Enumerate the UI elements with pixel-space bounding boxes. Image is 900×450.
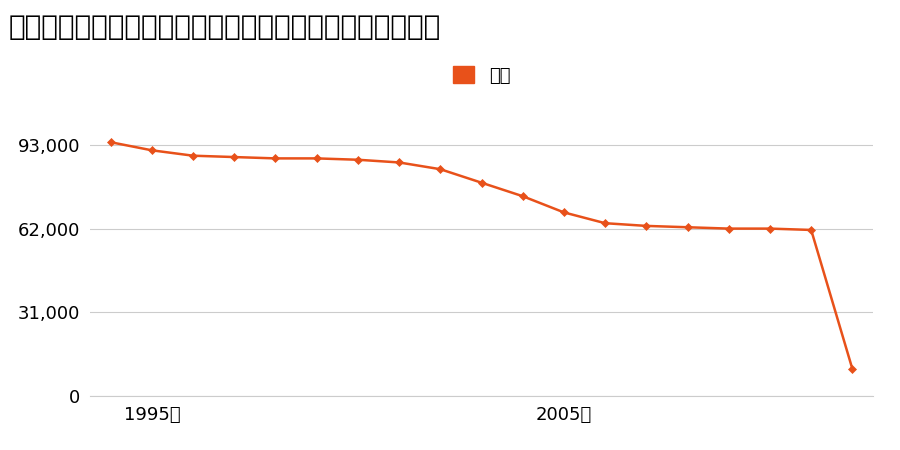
Text: 宮城県仙台市若林区上飯田字土手畑１３６番６の地価推移: 宮城県仙台市若林区上飯田字土手畑１３６番６の地価推移 [9, 14, 441, 41]
Legend: 価格: 価格 [446, 59, 518, 92]
